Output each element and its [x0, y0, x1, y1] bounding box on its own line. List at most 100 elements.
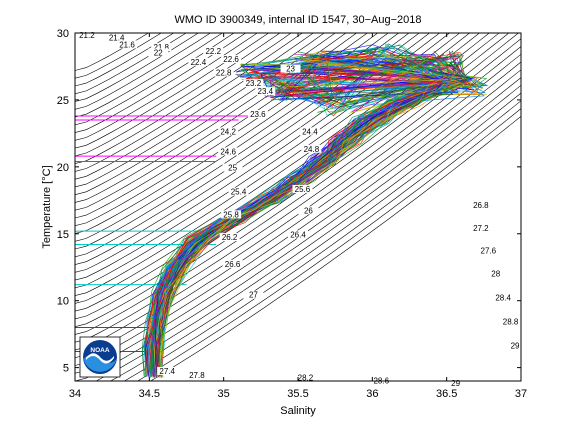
profile-line	[151, 48, 464, 372]
density-contour	[75, 33, 420, 258]
y-tick-label: 10	[57, 296, 69, 308]
contour-label: 22.6	[223, 55, 239, 64]
density-contour	[75, 33, 430, 265]
density-contour	[75, 33, 314, 180]
contour-label-bg	[470, 201, 491, 209]
contour-label: 21.6	[119, 40, 135, 49]
profile-lines	[141, 43, 489, 379]
contour-label-bg	[288, 230, 308, 239]
contour-label: 29	[511, 342, 520, 351]
y-tick-label: 5	[63, 363, 69, 375]
contour-label-bg	[221, 210, 242, 219]
noaa-logo-wave	[83, 355, 117, 372]
y-tick-label: 25	[57, 95, 69, 107]
contour-label-bg	[470, 223, 491, 232]
contour-label-bg	[301, 144, 322, 153]
contour-label: 23.6	[250, 110, 266, 119]
contour-label-bg	[243, 290, 264, 299]
contour-label: 25.6	[295, 185, 311, 194]
density-contour-lines	[75, 33, 521, 381]
density-contour	[75, 33, 441, 273]
contour-label: 28.2	[298, 374, 314, 383]
y-tick-label: 15	[57, 229, 69, 241]
contour-label: 22.4	[191, 58, 207, 67]
density-contour	[75, 33, 281, 157]
contour-label-bg	[117, 40, 138, 49]
contour-label-bg	[76, 31, 97, 40]
density-contour	[75, 33, 410, 250]
contour-label-bg	[500, 317, 521, 326]
density-contour	[75, 33, 471, 296]
contour-label: 27.2	[473, 224, 489, 233]
profile-line	[160, 57, 464, 378]
contour-label-bg	[292, 184, 313, 193]
x-tick-label: 37	[515, 388, 527, 400]
contour-label: 28.4	[495, 293, 511, 302]
x-tick-label: 36.5	[436, 388, 457, 400]
contour-label: 25.8	[223, 210, 239, 219]
density-contour	[75, 33, 235, 126]
contour-label-bg	[186, 370, 207, 379]
profile-line	[146, 59, 459, 372]
contour-label-bg	[219, 233, 240, 242]
contour-label: 23	[286, 64, 295, 73]
contour-label-bg	[188, 57, 209, 66]
contour-label: 29	[451, 379, 460, 388]
contour-label: 27	[249, 291, 258, 300]
x-tick-label: 35.5	[287, 388, 308, 400]
profile-line	[148, 67, 451, 373]
x-axis-label: Salinity	[280, 405, 316, 417]
contour-label-bg	[493, 293, 514, 302]
contour-label: 22	[154, 48, 163, 57]
profile-line	[150, 57, 446, 373]
profile-line	[156, 61, 467, 372]
contour-label-bg	[298, 206, 319, 215]
density-contour	[75, 33, 211, 110]
y-axis-label: Temperature [°C]	[41, 165, 53, 248]
contour-label: 28.8	[503, 317, 519, 326]
contour-label: 24.2	[220, 127, 236, 136]
contour-label-bg	[228, 187, 249, 196]
density-contour-labels: 21.2 21.421.6 21.822 22.2 22.4 22.6 22.8 23 23.2…	[76, 31, 526, 388]
contour-label: 22.2	[205, 47, 221, 56]
contour-label-bg	[371, 376, 392, 385]
contour-label-bg	[243, 79, 264, 88]
contour-label: 26.8	[473, 201, 489, 210]
contour-label-bg	[203, 47, 224, 56]
noaa-logo: NOAA	[79, 336, 121, 378]
contour-label: 21.8	[153, 43, 169, 52]
contour-label: 21.4	[109, 34, 125, 43]
contour-label-bg	[280, 64, 301, 73]
contour-label: 21.2	[79, 31, 95, 40]
density-contour	[75, 33, 480, 304]
profile-line	[159, 64, 450, 374]
contour-label: 26	[304, 206, 313, 215]
density-contour	[75, 33, 270, 149]
contour-label-bg	[485, 269, 506, 278]
contour-label-bg	[445, 379, 466, 388]
contour-label: 23.2	[246, 79, 262, 88]
contour-label-bg	[505, 341, 526, 350]
contour-label: 24.6	[220, 147, 236, 156]
y-tick-label: 30	[57, 28, 69, 40]
density-contour	[75, 33, 199, 102]
y-tick-label: 20	[57, 162, 69, 174]
noaa-logo-bird	[86, 353, 114, 364]
contour-label-bg	[222, 163, 243, 172]
contour-label: 27.8	[189, 371, 205, 380]
contour-label: 28	[491, 269, 500, 278]
profile-line	[146, 55, 442, 372]
contour-label-bg	[299, 127, 320, 136]
noaa-logo-text: NOAA	[90, 347, 109, 354]
density-contour	[75, 33, 223, 118]
contour-label-bg	[218, 147, 239, 156]
chart-title: WMO ID 3900349, internal ID 1547, 30−Aug…	[174, 14, 421, 26]
contour-label-bg	[295, 373, 316, 382]
y-axis-ticks: 5 10 15 20 25 30	[57, 28, 521, 375]
contour-label-bg	[222, 259, 243, 268]
x-tick-label: 34.5	[139, 388, 160, 400]
contour-label: 22.8	[216, 68, 232, 77]
density-contour	[75, 33, 258, 141]
profile-line	[157, 55, 473, 378]
